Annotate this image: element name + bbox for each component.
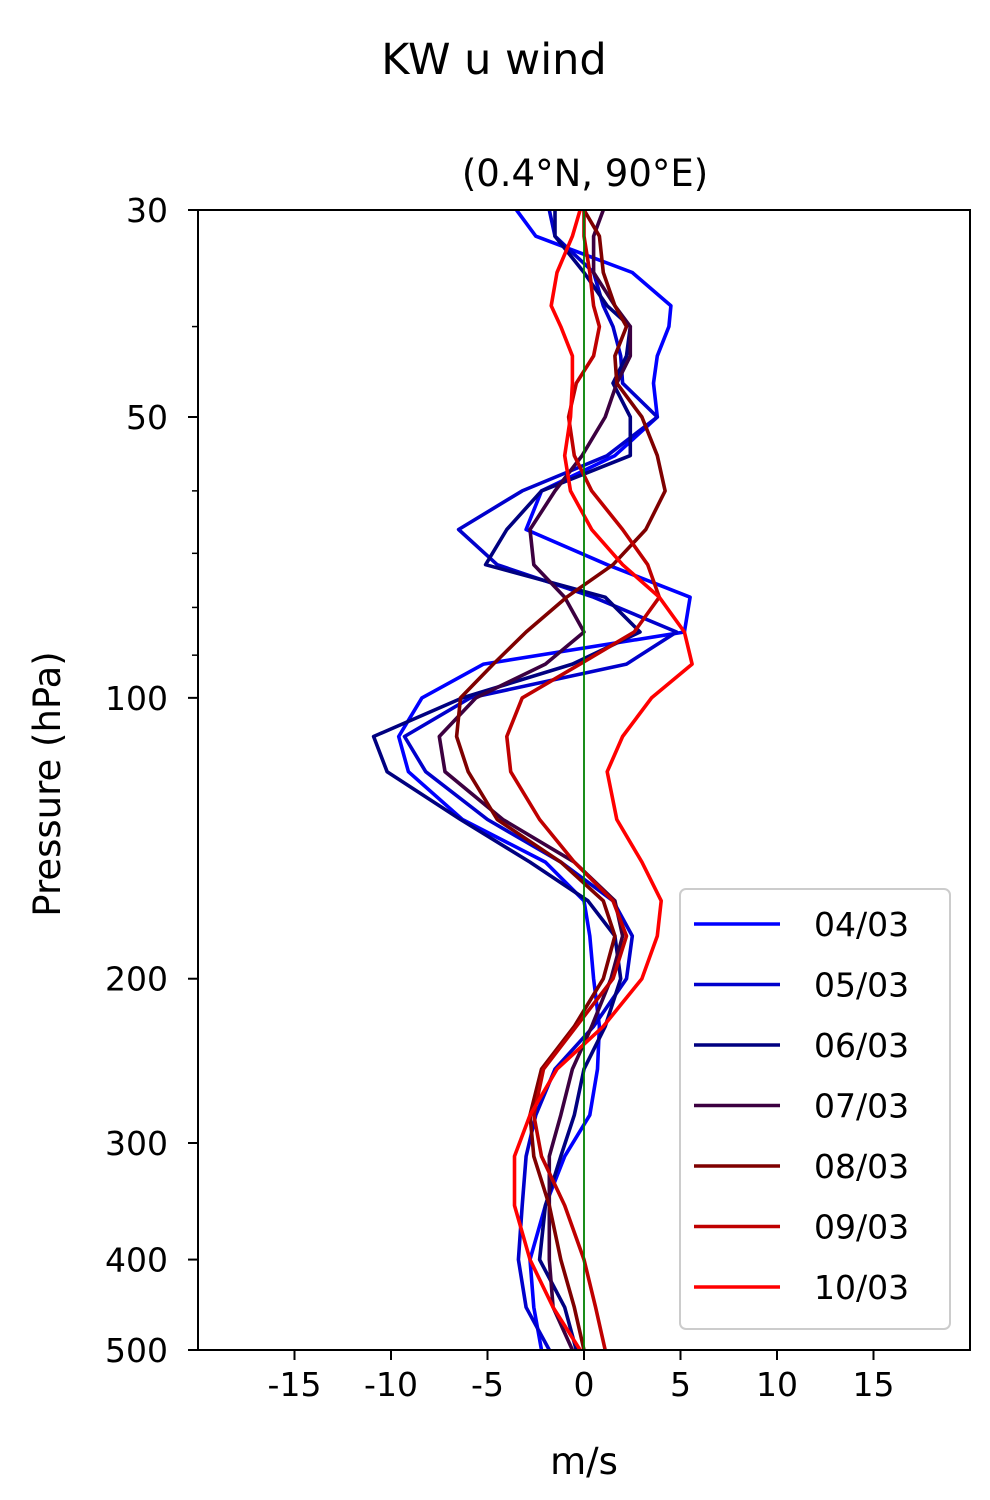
legend-label: 07/03 — [814, 1087, 909, 1126]
x-axis: -15 -10 -5 0 5 10 15 — [268, 1350, 895, 1404]
y-tick-label: 50 — [126, 398, 168, 437]
series-line-1 — [396, 210, 692, 1350]
legend: 04/03 05/03 06/03 07/03 08/03 09/03 10/03 — [679, 888, 951, 1330]
y-axis-label: Pressure (hPa) — [26, 651, 69, 916]
legend-label: 04/03 — [814, 905, 909, 944]
x-tick-label: -5 — [471, 1365, 504, 1404]
y-axis: 30 50 100 200 300 400 500 — [105, 191, 198, 1370]
x-tick-label: 5 — [670, 1365, 691, 1404]
series-line-4 — [437, 210, 633, 1350]
x-tick-label: -15 — [268, 1365, 322, 1404]
legend-label: 09/03 — [814, 1208, 909, 1247]
series-line-7 — [512, 210, 694, 1350]
legend-label: 06/03 — [814, 1026, 909, 1065]
x-tick-label: 0 — [574, 1365, 595, 1404]
y-tick-label: 500 — [105, 1331, 168, 1370]
series-line-5 — [454, 210, 667, 1350]
y-tick-label: 200 — [105, 960, 168, 999]
y-tick-label: 300 — [105, 1124, 168, 1163]
x-tick-label: -10 — [364, 1365, 418, 1404]
series-line-2 — [402, 210, 679, 1350]
y-tick-label: 400 — [105, 1241, 168, 1280]
x-tick-label: 15 — [853, 1365, 895, 1404]
figure-title: KW u wind — [381, 35, 606, 85]
y-tick-label: 100 — [105, 679, 168, 718]
chart-title: (0.4°N, 90°E) — [462, 152, 708, 195]
x-tick-label: 10 — [756, 1365, 798, 1404]
legend-label: 05/03 — [814, 966, 909, 1005]
legend-label: 08/03 — [814, 1147, 909, 1186]
y-tick-label: 30 — [126, 191, 168, 230]
x-axis-label: m/s — [550, 1440, 618, 1483]
series-line-3 — [371, 210, 642, 1350]
legend-label: 10/03 — [814, 1268, 909, 1307]
series-line-6 — [504, 210, 662, 1350]
plot-area — [371, 210, 694, 1350]
legend-box — [679, 888, 951, 1330]
